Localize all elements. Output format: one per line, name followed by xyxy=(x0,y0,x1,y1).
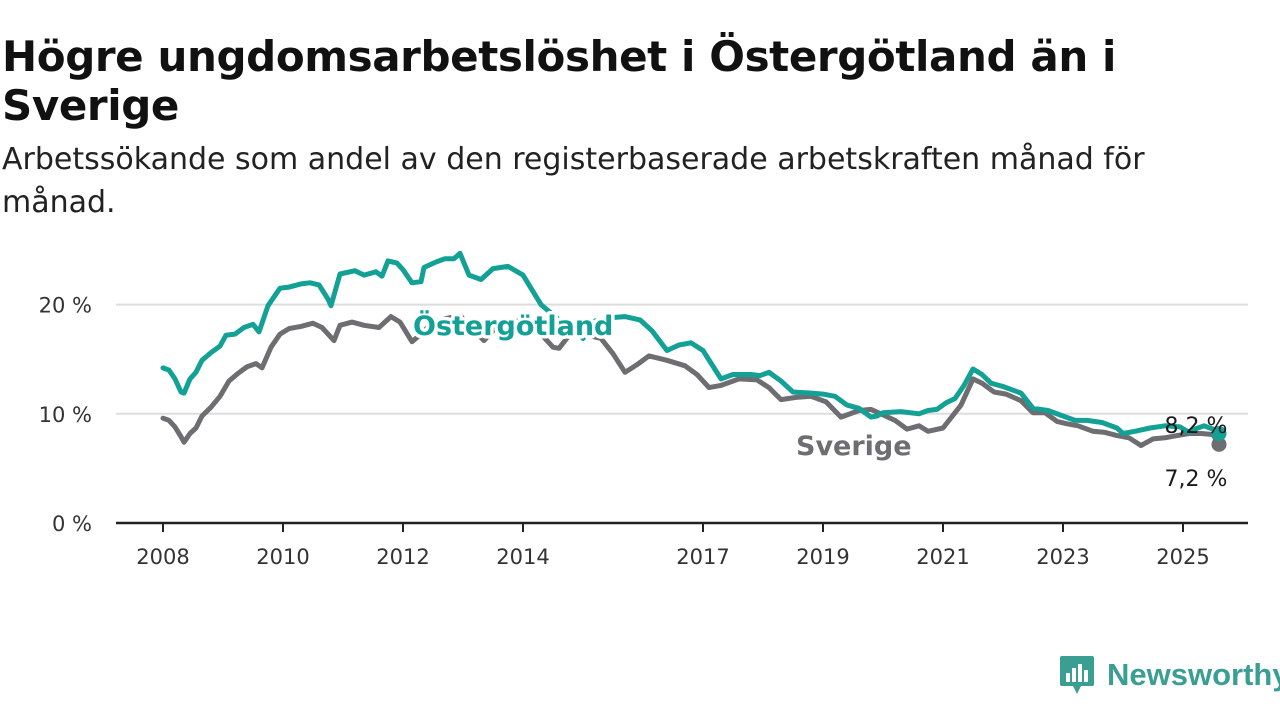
y-tick-label: 0 % xyxy=(52,512,92,536)
end-point-ostergotland xyxy=(1211,425,1227,441)
newsworthy-logo: Newsworthy xyxy=(1059,654,1280,696)
x-tick-label: 2025 xyxy=(1156,545,1209,569)
series-label-sverige: Sverige xyxy=(796,431,912,462)
series-line-ostergotland xyxy=(160,250,1222,436)
x-tick-label: 2023 xyxy=(1036,545,1089,569)
y-tick-label: 20 % xyxy=(39,294,92,318)
x-tick-label: 2012 xyxy=(376,545,429,569)
chart-subtitle: Arbetssökande som andel av den registerb… xyxy=(2,142,1145,220)
series-line-sverige xyxy=(160,313,1222,448)
chart-bubble-icon xyxy=(1060,656,1094,694)
end-value-label-ostergotland: 8,2 % xyxy=(1165,414,1228,439)
y-tick-label: 10 % xyxy=(39,403,92,427)
x-tick-label: 2014 xyxy=(496,545,549,569)
series-label-ostergotland-halo: Östergötland xyxy=(413,309,613,342)
brand-name: Newsworthy xyxy=(1107,657,1280,692)
grid-lines xyxy=(116,303,1248,415)
end-value-label-sverige: 7,2 % xyxy=(1165,467,1228,492)
series-lines xyxy=(160,250,1227,452)
x-tick-label: 2019 xyxy=(796,545,849,569)
chart-title: Högre ungdomsarbetslöshet i Östergötland… xyxy=(2,32,1117,130)
x-tick-label: 2021 xyxy=(916,545,969,569)
labels: 0 % 10 % 20 % 2008 2010 2012 2014 2017 2019 2021 2… xyxy=(39,294,1228,569)
series-label-ostergotland: Östergötland xyxy=(413,309,613,342)
axes xyxy=(116,521,1248,532)
end-point-sverige xyxy=(1211,436,1227,452)
x-tick-label: 2010 xyxy=(256,545,309,569)
x-tick-label: 2017 xyxy=(676,545,729,569)
x-tick-label: 2008 xyxy=(136,545,189,569)
series-label-sverige-halo: Sverige xyxy=(796,431,912,462)
